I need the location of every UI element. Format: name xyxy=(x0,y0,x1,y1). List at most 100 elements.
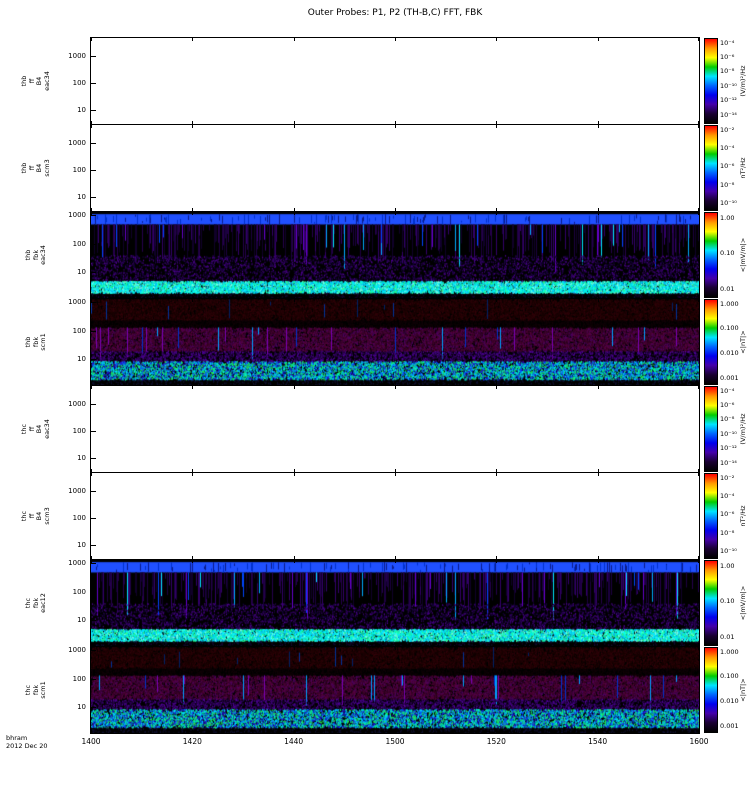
x-tick-mark xyxy=(698,299,699,302)
colorbar-tick-label: 0.100 xyxy=(720,673,739,680)
spectrogram-plot-page: Outer Probes: P1, P2 (TH-B,C) FFT, FBK b… xyxy=(0,0,750,800)
colorbar-tick-label: 1.00 xyxy=(720,563,734,570)
y-tick-label: 1000 xyxy=(56,299,86,306)
y-tick-label: 10 xyxy=(56,617,86,624)
y-tick-mark xyxy=(91,707,96,708)
colorbar-tick-label: 10⁻⁴ xyxy=(720,40,734,47)
x-tick-mark xyxy=(598,647,599,650)
x-tick-mark xyxy=(294,647,295,650)
y-tick-mark xyxy=(91,272,96,273)
colorbar-tick-label: 0.100 xyxy=(720,325,739,332)
x-tick-mark xyxy=(192,212,193,215)
y-tick-mark xyxy=(91,491,96,492)
spectrogram-canvas-thb-fbk-eac34 xyxy=(91,212,699,298)
x-tick-mark xyxy=(294,473,295,476)
colorbar-tick-label: 10⁻¹⁴ xyxy=(720,460,737,467)
x-tick-mark xyxy=(698,212,699,215)
x-tick-mark xyxy=(192,647,193,650)
y-tick-label: 100 xyxy=(56,80,86,87)
x-tick-mark xyxy=(395,386,396,389)
panel-thb-fbk-eac34 xyxy=(90,211,700,299)
y-tick-label: 100 xyxy=(56,328,86,335)
x-tick-mark xyxy=(192,125,193,128)
x-tick-mark xyxy=(598,125,599,128)
y-tick-label: 1000 xyxy=(56,647,86,654)
x-tick-mark xyxy=(698,647,699,650)
panel-thc-fbk-scm1 xyxy=(90,646,700,734)
y-tick-mark xyxy=(91,110,96,111)
colorbar-tick-label: 10⁻⁶ xyxy=(720,511,734,518)
x-tick-mark xyxy=(698,473,699,476)
x-tick-mark xyxy=(294,560,295,563)
x-tick-mark xyxy=(598,38,599,41)
colorbar-unit-thc-ff-eac34: (V/m)²/Hz xyxy=(739,413,747,444)
x-tick-mark xyxy=(598,730,599,733)
x-tick-mark xyxy=(598,560,599,563)
x-tick-mark xyxy=(395,560,396,563)
spectrogram-canvas-thc-fbk-scm1 xyxy=(91,647,699,733)
colorbar-tick-label: 1.000 xyxy=(720,301,739,308)
panel-label-thb-ff-scm3: thb ff B4 scm3 xyxy=(21,159,51,176)
x-tick-mark xyxy=(496,212,497,215)
x-tick-mark xyxy=(496,647,497,650)
colorbar-tick-label: 1.00 xyxy=(720,215,734,222)
spectrogram-canvas-thc-fbk-eac12 xyxy=(91,560,699,646)
colorbar-unit-thc-fbk-scm1: <|nT|> xyxy=(739,678,747,701)
x-tick-mark xyxy=(91,473,92,476)
y-tick-label: 10 xyxy=(56,269,86,276)
colorbar-tick-label: 10⁻⁸ xyxy=(720,182,734,189)
y-tick-label: 100 xyxy=(56,428,86,435)
x-tick-mark xyxy=(698,38,699,41)
colorbar-tick-label: 10⁻⁴ xyxy=(720,145,734,152)
panel-label-thb-fbk-eac34: thb fbk eac34 xyxy=(25,245,48,265)
x-tick-mark xyxy=(598,473,599,476)
y-tick-label: 100 xyxy=(56,515,86,522)
y-tick-label: 100 xyxy=(56,676,86,683)
x-tick-mark xyxy=(395,730,396,733)
y-tick-mark xyxy=(91,331,96,332)
colorbar-tick-label: 0.10 xyxy=(720,250,734,257)
y-tick-mark xyxy=(91,56,96,57)
y-tick-label: 10 xyxy=(56,542,86,549)
y-tick-mark xyxy=(91,518,96,519)
y-tick-mark xyxy=(91,650,96,651)
colorbar-thc-ff-eac34 xyxy=(704,386,718,472)
y-tick-mark xyxy=(91,244,96,245)
y-tick-mark xyxy=(91,359,96,360)
x-tick-mark xyxy=(395,299,396,302)
x-tick-mark xyxy=(496,38,497,41)
panel-thb-ff-eac34 xyxy=(90,37,700,125)
colorbar-tick-label: 10⁻⁴ xyxy=(720,388,734,395)
colorbar-thb-ff-eac34 xyxy=(704,38,718,124)
colorbar-thc-ff-scm3 xyxy=(704,473,718,559)
colorbar-tick-label: 10⁻¹² xyxy=(720,97,737,104)
colorbar-tick-label: 10⁻¹² xyxy=(720,445,737,452)
y-tick-label: 1000 xyxy=(56,53,86,60)
colorbar-tick-label: 10⁻⁸ xyxy=(720,68,734,75)
y-tick-label: 10 xyxy=(56,455,86,462)
colorbar-unit-thb-fbk-scm1: <|nT|> xyxy=(739,330,747,353)
colorbar-tick-label: 10⁻¹⁴ xyxy=(720,112,737,119)
x-tick-mark xyxy=(91,125,92,128)
y-tick-label: 10 xyxy=(56,704,86,711)
colorbar-tick-label: 0.001 xyxy=(720,723,739,730)
x-tick-label: 1520 xyxy=(487,737,506,746)
y-tick-label: 100 xyxy=(56,241,86,248)
x-tick-mark xyxy=(698,125,699,128)
y-tick-label: 1000 xyxy=(56,140,86,147)
y-tick-label: 1000 xyxy=(56,212,86,219)
colorbar-unit-thb-fbk-eac34: <|mV/m|> xyxy=(739,237,747,272)
panel-label-thc-fbk-eac12: thc fbk eac12 xyxy=(25,593,48,613)
y-tick-mark xyxy=(91,404,96,405)
y-tick-mark xyxy=(91,458,96,459)
colorbar-tick-label: 10⁻⁶ xyxy=(720,54,734,61)
colorbar-tick-label: 10⁻⁶ xyxy=(720,163,734,170)
colorbar-tick-label: 0.010 xyxy=(720,698,739,705)
y-tick-mark xyxy=(91,620,96,621)
colorbar-tick-label: 10⁻¹⁰ xyxy=(720,83,737,90)
y-tick-label: 10 xyxy=(56,194,86,201)
colorbar-tick-label: 10⁻⁶ xyxy=(720,402,734,409)
y-tick-mark xyxy=(91,170,96,171)
colorbar-tick-label: 10⁻⁴ xyxy=(720,493,734,500)
x-tick-mark xyxy=(698,560,699,563)
